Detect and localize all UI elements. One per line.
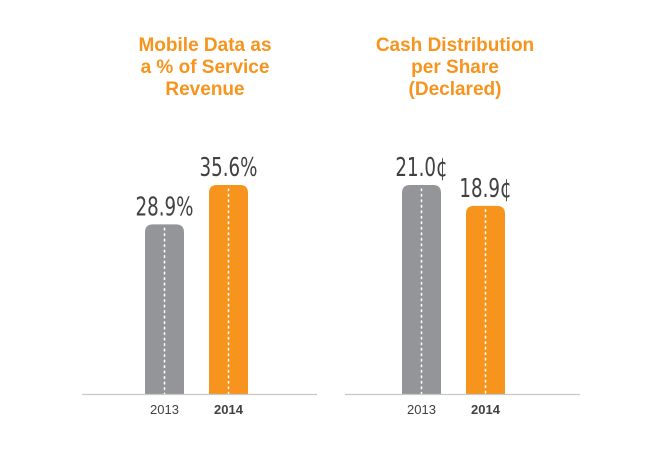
- x-tick-label: 2013: [407, 402, 436, 417]
- chart-title-line: a % of Service: [140, 57, 270, 78]
- chart-title-line: per Share: [411, 57, 499, 78]
- x-tick-label: 2013: [150, 402, 179, 417]
- bar: [145, 224, 184, 394]
- chart-title-line: (Declared): [408, 79, 502, 100]
- x-tick-label: 2014: [471, 402, 501, 417]
- data-label: 28.9%: [136, 192, 194, 222]
- chart-title-line: Mobile Data as: [138, 35, 272, 56]
- chart-title-line: Revenue: [165, 79, 245, 100]
- chart-title-mobile-data: Mobile Data as a % of Service Revenue: [95, 35, 315, 101]
- data-label: 35.6%: [200, 153, 258, 183]
- data-label: 18.9¢: [459, 173, 511, 203]
- chart-title-line: Cash Distribution: [375, 35, 535, 56]
- x-tick-label: 2014: [214, 402, 244, 417]
- chart-title-cash-distribution: Cash Distribution per Share (Declared): [345, 35, 565, 101]
- data-label: 21.0¢: [395, 153, 447, 183]
